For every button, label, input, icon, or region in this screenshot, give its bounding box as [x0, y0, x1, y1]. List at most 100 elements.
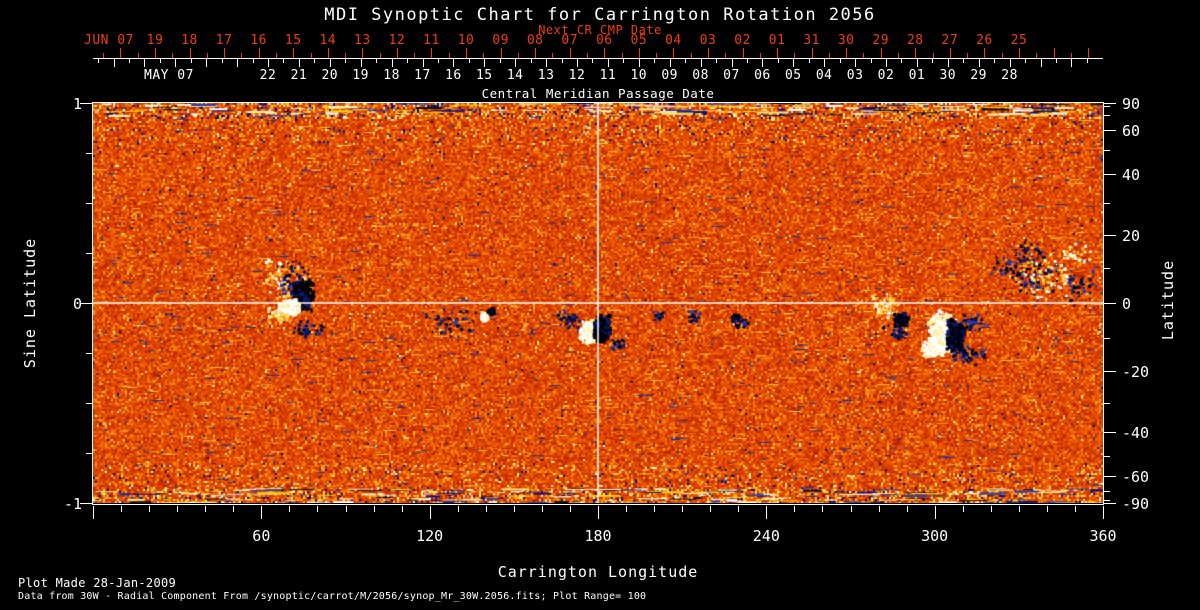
right-axis-tick [1104, 103, 1116, 104]
next-cr-axis-tick [638, 48, 640, 58]
left-axis-title: Sine Latitude [21, 237, 39, 369]
magnetogram-image [93, 103, 1103, 503]
next-cr-axis-tick [552, 53, 554, 58]
left-axis-tick [80, 503, 92, 504]
cmp-day-label: 30 [939, 68, 957, 83]
bottom-axis-minor-tick [345, 506, 347, 512]
cmp-axis-tick [206, 59, 208, 67]
bottom-axis-minor-tick [205, 506, 207, 512]
cmp-day-label: 18 [383, 68, 400, 83]
cmp-axis-tick [283, 59, 285, 63]
cmp-axis-tick [777, 59, 779, 63]
cmp-axis-tick [793, 59, 795, 67]
next-cr-axis-tick [241, 53, 243, 58]
right-axis-minor-tick [1104, 456, 1110, 458]
right-axis-tick-label: 20 [1122, 226, 1141, 245]
bottom-axis-minor-tick [626, 506, 628, 512]
cmp-axis-tick [391, 59, 393, 67]
cmp-day-label: 17 [414, 68, 431, 83]
cmp-axis-tick [376, 59, 378, 63]
left-axis-tick-label: 1 [72, 95, 82, 113]
plot-made-date: Plot Made 28-Jan-2009 [18, 576, 177, 590]
cmp-axis-tick [1009, 59, 1011, 67]
left-axis-minor-tick [86, 253, 92, 254]
data-source-line: Data from 30W - Radial Component From /s… [18, 591, 647, 602]
cmp-axis-tick [515, 59, 517, 67]
next-cr-day-label: 25 [1010, 33, 1028, 48]
next-cr-axis-tick [466, 48, 468, 58]
next-cr-axis-tick [707, 48, 709, 58]
left-axis-tick [80, 303, 92, 304]
bottom-axis-minor-tick [513, 506, 515, 512]
next-cr-day-label: 08 [526, 33, 544, 48]
next-cr-axis-tick [569, 48, 571, 58]
bottom-axis-tick-label: 180 [584, 527, 612, 545]
cmp-year-label: MAY 07 [144, 68, 194, 83]
cmp-day-label: 06 [754, 68, 771, 83]
next-cr-axis-tick [759, 53, 761, 58]
bottom-axis-tick [261, 506, 263, 519]
next-cr-day-label: 15 [284, 33, 302, 48]
right-axis-minor-tick [1104, 490, 1110, 492]
next-cr-axis-tick [656, 53, 658, 58]
right-axis-tick-label: 90 [1122, 95, 1141, 113]
next-cr-axis-tick [258, 48, 260, 58]
next-cr-axis-tick [621, 53, 623, 58]
bottom-axis-minor-tick [962, 506, 964, 512]
cmp-axis-tick [947, 59, 949, 67]
next-cr-day-label: 03 [699, 33, 717, 48]
right-axis-tick [1104, 234, 1116, 236]
next-cr-axis-tick [414, 53, 416, 58]
next-cr-day-label: 12 [388, 33, 406, 48]
next-cr-axis-tick [794, 53, 796, 58]
next-cr-axis-tick [275, 53, 277, 58]
cmp-axis-tick [329, 59, 331, 67]
next-cr-day-label: 30 [837, 33, 855, 48]
right-axis-tick-label: -20 [1122, 363, 1150, 382]
next-cr-axis-tick [362, 48, 364, 58]
right-axis-minor-tick [1104, 337, 1110, 339]
cmp-axis-title: Central Meridian Passage Date [481, 86, 715, 101]
next-cr-axis-tick [206, 53, 208, 58]
cmp-axis-tick [237, 59, 239, 67]
bottom-axis-tick [93, 506, 94, 519]
bottom-axis-minor-tick [710, 506, 712, 512]
bottom-axis-minor-tick [1074, 506, 1076, 512]
cmp-axis-tick [916, 59, 918, 67]
cmp-axis-tick [994, 59, 996, 63]
bottom-axis-minor-tick [485, 506, 487, 512]
bottom-axis-minor-tick [794, 506, 796, 512]
bottom-axis-tick [1103, 506, 1104, 519]
cmp-day-label: 02 [877, 68, 895, 83]
cmp-axis-tick [669, 59, 671, 67]
right-axis-minor-tick [1104, 203, 1110, 204]
next-cr-axis-tick [1001, 53, 1003, 58]
next-cr-axis-tick [690, 53, 692, 58]
next-cr-axis-tick [293, 48, 295, 58]
next-cr-axis-tick [673, 48, 675, 58]
cmp-axis-tick [468, 59, 470, 63]
right-axis-minor-tick [1104, 115, 1110, 117]
bottom-axis-minor-tick [850, 506, 852, 512]
cmp-day-label: 21 [290, 68, 308, 83]
next-cr-axis-tick [500, 48, 502, 58]
bottom-axis-tick-label: 360 [1089, 527, 1117, 545]
left-axis-tick-label: -1 [63, 495, 82, 513]
cmp-day-label: 11 [599, 68, 617, 83]
next-cr-day-label: 19 [146, 33, 164, 48]
next-cr-axis-tick [984, 48, 986, 58]
cmp-axis-tick [716, 59, 718, 63]
cmp-day-label: 12 [568, 68, 586, 83]
next-cr-day-label: 07 [561, 33, 579, 48]
next-cr-axis-tick [863, 53, 865, 58]
next-cr-axis-tick [725, 53, 727, 58]
next-cr-axis-tick [604, 48, 606, 58]
next-cr-axis-tick [932, 53, 934, 58]
cmp-axis-tick [839, 59, 841, 63]
cmp-axis-tick [360, 59, 362, 67]
right-axis-tick [1104, 371, 1116, 373]
next-cr-day-label: 27 [941, 33, 959, 48]
cmp-axis-tick [437, 59, 439, 63]
cmp-axis-tick [932, 59, 934, 63]
cmp-axis-tick [654, 59, 656, 63]
